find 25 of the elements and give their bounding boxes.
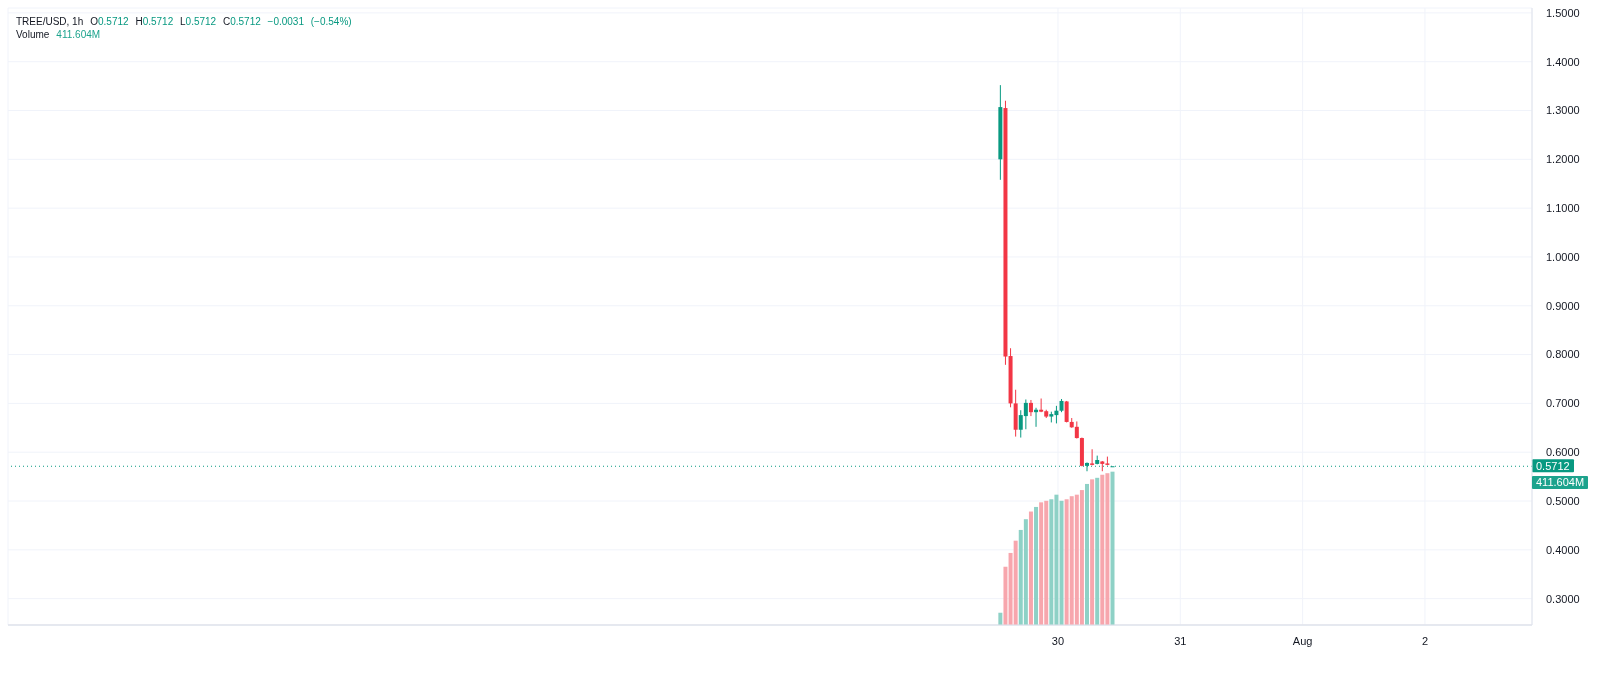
text: TREE/USD, 1h [16,16,84,27]
bar [1003,566,1008,625]
bar [1090,479,1095,625]
bar [1110,471,1115,625]
x-tick-label: Aug [1292,634,1313,647]
bar [1079,490,1084,625]
bar [1034,506,1039,625]
y-tick-label: 0.4000 [1546,543,1580,556]
bar [1095,477,1100,625]
bar [1059,500,1064,625]
bar [1023,519,1028,625]
bar [1085,483,1090,625]
bar [1013,540,1018,625]
y-tick-label: 0.3000 [1546,592,1580,605]
bar [998,612,1003,625]
x-tick-label: 30 [1051,634,1065,647]
bar [1049,499,1054,625]
bar [1039,502,1044,625]
text: O0.5712 H0.5712 L0.5712 C0.5712 −0.0031 (−0.54%) [90,16,352,27]
y-tick-label: 0.5000 [1546,494,1580,507]
bar [1028,511,1033,625]
y-tick-label: 1.5000 [1546,6,1580,19]
x-tick-label: 2 [1421,634,1429,647]
x-tick-label: 31 [1174,634,1187,647]
bar [1100,474,1105,625]
